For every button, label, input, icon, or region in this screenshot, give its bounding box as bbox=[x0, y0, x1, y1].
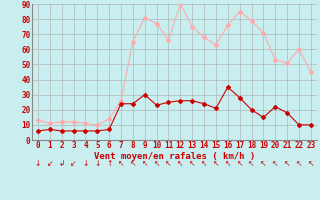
Text: ↖: ↖ bbox=[189, 159, 196, 168]
Text: ↓: ↓ bbox=[94, 159, 100, 168]
Text: ↖: ↖ bbox=[236, 159, 243, 168]
Text: ↖: ↖ bbox=[141, 159, 148, 168]
Text: ↖: ↖ bbox=[225, 159, 231, 168]
Text: ↖: ↖ bbox=[248, 159, 255, 168]
Text: ↖: ↖ bbox=[272, 159, 278, 168]
Text: ↖: ↖ bbox=[153, 159, 160, 168]
Text: ↖: ↖ bbox=[165, 159, 172, 168]
Text: ↑: ↑ bbox=[106, 159, 112, 168]
X-axis label: Vent moyen/en rafales ( km/h ): Vent moyen/en rafales ( km/h ) bbox=[94, 152, 255, 161]
Text: ↖: ↖ bbox=[260, 159, 267, 168]
Text: ↖: ↖ bbox=[308, 159, 314, 168]
Text: ↖: ↖ bbox=[118, 159, 124, 168]
Text: ↙: ↙ bbox=[47, 159, 53, 168]
Text: ↖: ↖ bbox=[296, 159, 302, 168]
Text: ↖: ↖ bbox=[213, 159, 219, 168]
Text: ↖: ↖ bbox=[177, 159, 184, 168]
Text: ↙: ↙ bbox=[70, 159, 77, 168]
Text: ↲: ↲ bbox=[59, 159, 65, 168]
Text: ↖: ↖ bbox=[201, 159, 207, 168]
Text: ↖: ↖ bbox=[284, 159, 290, 168]
Text: ↓: ↓ bbox=[82, 159, 89, 168]
Text: ↓: ↓ bbox=[35, 159, 41, 168]
Text: ↖: ↖ bbox=[130, 159, 136, 168]
